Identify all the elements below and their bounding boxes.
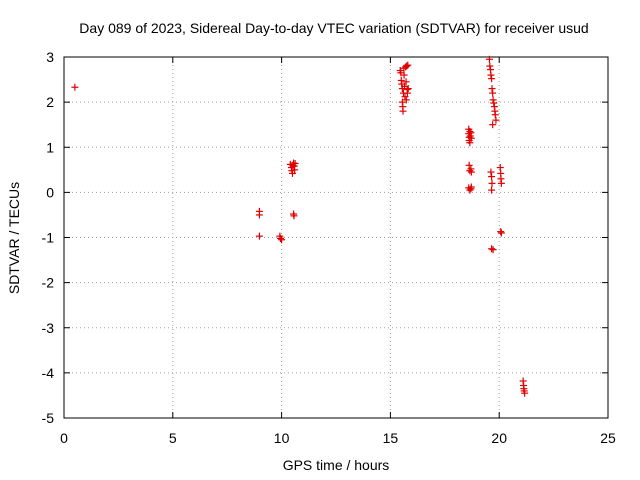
data-point <box>487 71 495 79</box>
y-tick-label: 1 <box>46 139 54 155</box>
data-point <box>489 246 497 254</box>
data-point <box>71 83 79 91</box>
data-point <box>403 89 411 97</box>
y-tick-label: 0 <box>46 184 54 200</box>
data-point <box>288 169 296 177</box>
y-tick-label: -4 <box>42 365 55 381</box>
data-point <box>255 211 263 219</box>
data-point <box>291 166 299 174</box>
data-point <box>488 245 496 253</box>
y-axis-label: SDTVAR / TECUs <box>6 182 22 294</box>
data-point <box>401 93 409 101</box>
chart-title: Day 089 of 2023, Sidereal Day-to-day VTE… <box>79 20 588 36</box>
data-point <box>488 179 496 187</box>
data-point <box>488 173 496 181</box>
y-tick-label: 2 <box>46 94 54 110</box>
data-point <box>402 78 410 86</box>
data-point <box>497 229 505 237</box>
data-point <box>466 186 474 194</box>
data-point <box>490 99 498 107</box>
x-tick-label: 0 <box>60 430 68 446</box>
data-point <box>404 61 412 69</box>
data-point <box>489 96 497 104</box>
y-tick-label: -3 <box>42 320 55 336</box>
data-point <box>278 236 286 244</box>
data-point <box>488 186 496 194</box>
data-point <box>489 89 497 97</box>
y-tick-label: -1 <box>42 230 55 246</box>
data-point <box>485 55 493 63</box>
data-point <box>255 232 263 240</box>
data-point <box>488 85 496 93</box>
data-point <box>403 62 411 70</box>
data-point <box>492 116 500 124</box>
x-tick-label: 20 <box>491 430 507 446</box>
data-point <box>466 167 474 175</box>
data-point <box>496 164 504 172</box>
data-point <box>467 183 475 191</box>
grid-lines <box>64 57 608 418</box>
x-tick-label: 5 <box>169 430 177 446</box>
data-point <box>491 111 499 119</box>
data-points <box>71 55 529 397</box>
data-point <box>488 75 496 83</box>
data-point <box>486 62 494 70</box>
y-tick-label: 3 <box>46 49 54 65</box>
x-tick-label: 15 <box>383 430 399 446</box>
data-point <box>399 107 407 115</box>
y-tick-label: -2 <box>42 275 55 291</box>
data-point <box>400 71 408 79</box>
data-point <box>489 121 497 129</box>
data-point <box>487 168 495 176</box>
data-point <box>467 134 475 142</box>
plot-frame <box>63 56 609 419</box>
data-point <box>290 212 298 220</box>
data-point <box>497 228 505 236</box>
x-axis-label: GPS time / hours <box>283 457 390 473</box>
data-point <box>467 168 475 176</box>
data-point <box>465 161 473 169</box>
data-point <box>404 85 412 93</box>
data-point <box>277 234 285 242</box>
data-point <box>402 96 410 104</box>
y-tick-labels: -5 -4 -3 -2 -1 0 1 2 3 <box>42 49 55 426</box>
data-point <box>291 159 299 167</box>
x-tick-label: 10 <box>274 430 290 446</box>
data-point <box>497 179 505 187</box>
x-tick-label: 25 <box>600 430 616 446</box>
y-tick-label: -5 <box>42 410 55 426</box>
data-point <box>466 139 474 147</box>
data-point <box>521 389 529 397</box>
x-tick-labels: 0 5 10 15 20 25 <box>60 430 616 446</box>
